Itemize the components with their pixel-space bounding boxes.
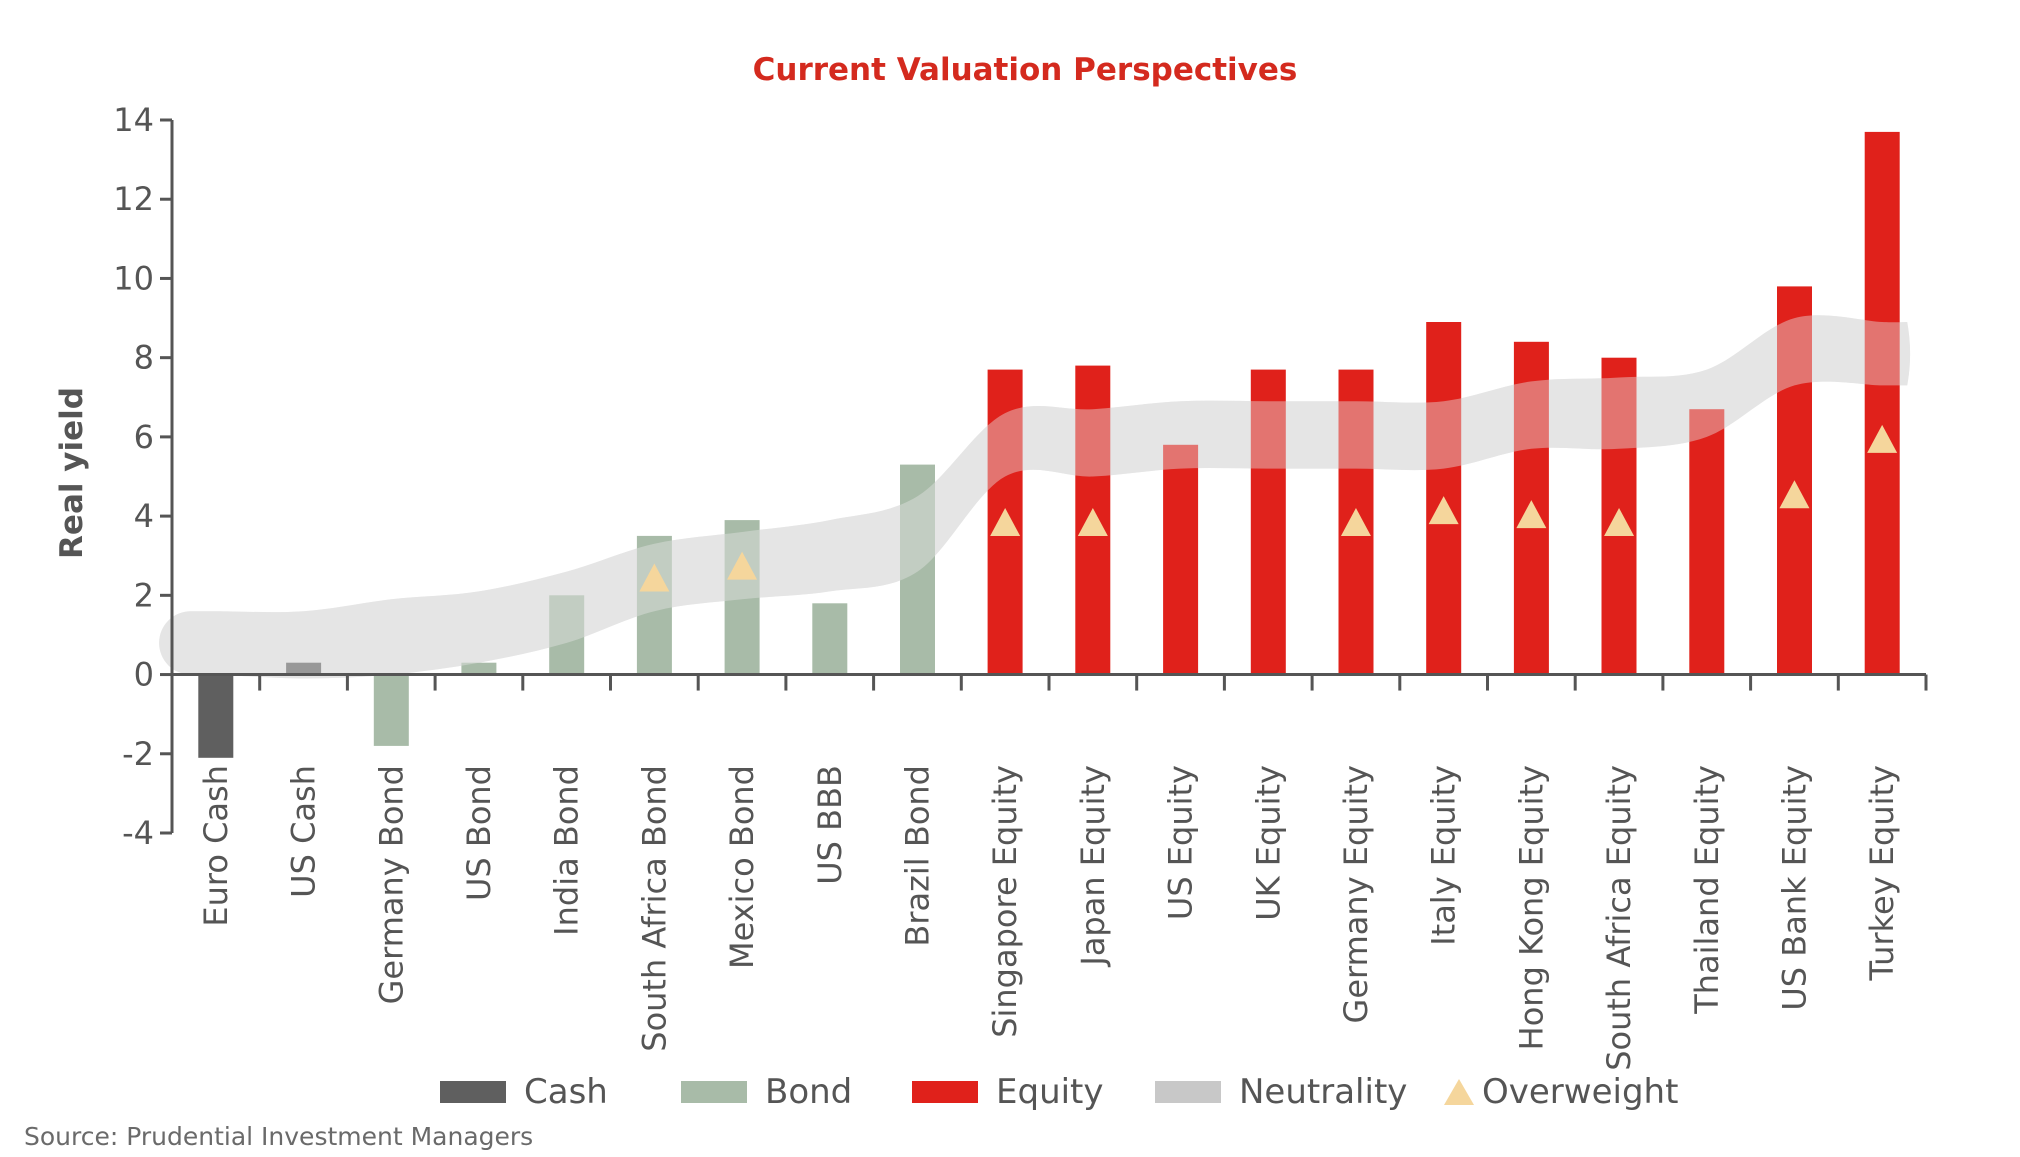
legend-label-cash: Cash — [524, 1072, 608, 1112]
axes — [160, 118, 1928, 835]
legend-label-overweight: Overweight — [1482, 1072, 1678, 1112]
overweight-marker-turkey-equity — [1867, 424, 1898, 453]
neutrality-band — [159, 315, 1911, 679]
category-labels: Euro Cash US Cash Germany Bond US Bond India… — [197, 765, 1901, 1071]
overweight-marker-mexico-bond — [727, 551, 758, 580]
legend-label-bond: Bond — [765, 1072, 852, 1112]
bar-turkey-equity — [1864, 131, 1900, 675]
legend-swatch-cash — [440, 1081, 506, 1103]
bar-south-africa-bond — [636, 535, 672, 675]
x-tick-label: Euro Cash — [197, 765, 235, 927]
x-tick-label: Italy Equity — [1425, 765, 1463, 946]
x-tick-label: India Bond — [548, 765, 586, 936]
x-tick-label: Turkey Equity — [1863, 765, 1901, 982]
bar-uk-equity — [1250, 369, 1286, 675]
y-tick-labels: -4 -2 0 2 4 6 8 10 12 14 — [113, 101, 154, 852]
bar-euro-cash — [198, 674, 234, 758]
x-tick-label: US Bank Equity — [1776, 765, 1814, 1011]
x-tick-label: US BBB — [811, 765, 849, 885]
overweight-marker-japan-equity — [1077, 508, 1108, 537]
y-tick-label: 10 — [113, 259, 154, 297]
x-tick-label: Thailand Equity — [1688, 765, 1726, 1015]
neutrality-band-overlay — [159, 315, 1911, 679]
x-tick-label: Germany Bond — [372, 765, 410, 1004]
legend-swatch-equity — [912, 1081, 978, 1103]
x-tick-label: Japan Equity — [1074, 765, 1112, 968]
bar-mexico-bond — [724, 520, 760, 675]
y-tick-label: 12 — [113, 180, 154, 218]
x-tick-label: Germany Equity — [1337, 765, 1375, 1023]
overweight-markers — [639, 424, 1898, 592]
legend: Cash Bond Equity Neutrality Overweight — [440, 1072, 1678, 1112]
bar-us-equity — [1163, 444, 1199, 675]
legend-label-equity: Equity — [996, 1072, 1104, 1112]
x-tick-label: South Africa Bond — [635, 765, 673, 1052]
bar-us-bbb — [812, 603, 848, 675]
bar-us-bond — [461, 662, 497, 675]
bar-india-bond — [549, 595, 585, 675]
neutrality-ribbon-overlay — [159, 315, 1911, 679]
overweight-marker-us-bank-equity — [1779, 480, 1810, 509]
x-tick-label: US Bond — [460, 765, 498, 901]
legend-label-neutrality: Neutrality — [1239, 1072, 1407, 1112]
legend-swatch-neutrality — [1155, 1081, 1221, 1103]
source-note: Source: Prudential Investment Managers — [24, 1122, 533, 1151]
legend-swatch-overweight — [1444, 1079, 1474, 1105]
y-tick-label: 2 — [134, 576, 154, 614]
chart-title: Current Valuation Perspectives — [753, 52, 1298, 88]
y-tick-label: 0 — [134, 656, 154, 694]
y-tick-label: -2 — [122, 735, 154, 773]
bar-germany-bond — [373, 674, 409, 746]
x-tick-label: Hong Kong Equity — [1512, 765, 1550, 1050]
overweight-marker-germany-equity — [1340, 508, 1371, 537]
x-tick-label: US Cash — [285, 765, 323, 898]
y-tick-label: 14 — [113, 101, 154, 139]
x-tick-label: UK Equity — [1249, 765, 1287, 921]
y-tick-label: 8 — [134, 339, 154, 377]
overweight-marker-south-africa-bond — [639, 563, 670, 592]
y-tick-label: 4 — [134, 497, 154, 535]
overweight-marker-south-africa-equity — [1604, 508, 1635, 537]
y-axis-label: Real yield — [54, 387, 90, 559]
y-tick-label: -4 — [122, 814, 154, 852]
overweight-marker-italy-equity — [1428, 496, 1459, 525]
bar-brazil-bond — [900, 464, 935, 675]
x-tick-label: Mexico Bond — [723, 765, 761, 969]
bar-us-cash — [286, 662, 322, 675]
bar-thailand-equity — [1689, 409, 1725, 675]
x-tick-label: US Equity — [1162, 765, 1200, 920]
neutrality-ribbon — [159, 315, 1911, 679]
x-tick-label: Singapore Equity — [986, 765, 1024, 1038]
x-tick-label: Brazil Bond — [899, 765, 937, 947]
y-tick-label: 6 — [134, 418, 154, 456]
overweight-marker-singapore-equity — [990, 508, 1021, 537]
overweight-marker-hong-kong-equity — [1516, 500, 1547, 529]
legend-swatch-bond — [681, 1081, 747, 1103]
x-tick-label: South Africa Equity — [1600, 765, 1638, 1071]
